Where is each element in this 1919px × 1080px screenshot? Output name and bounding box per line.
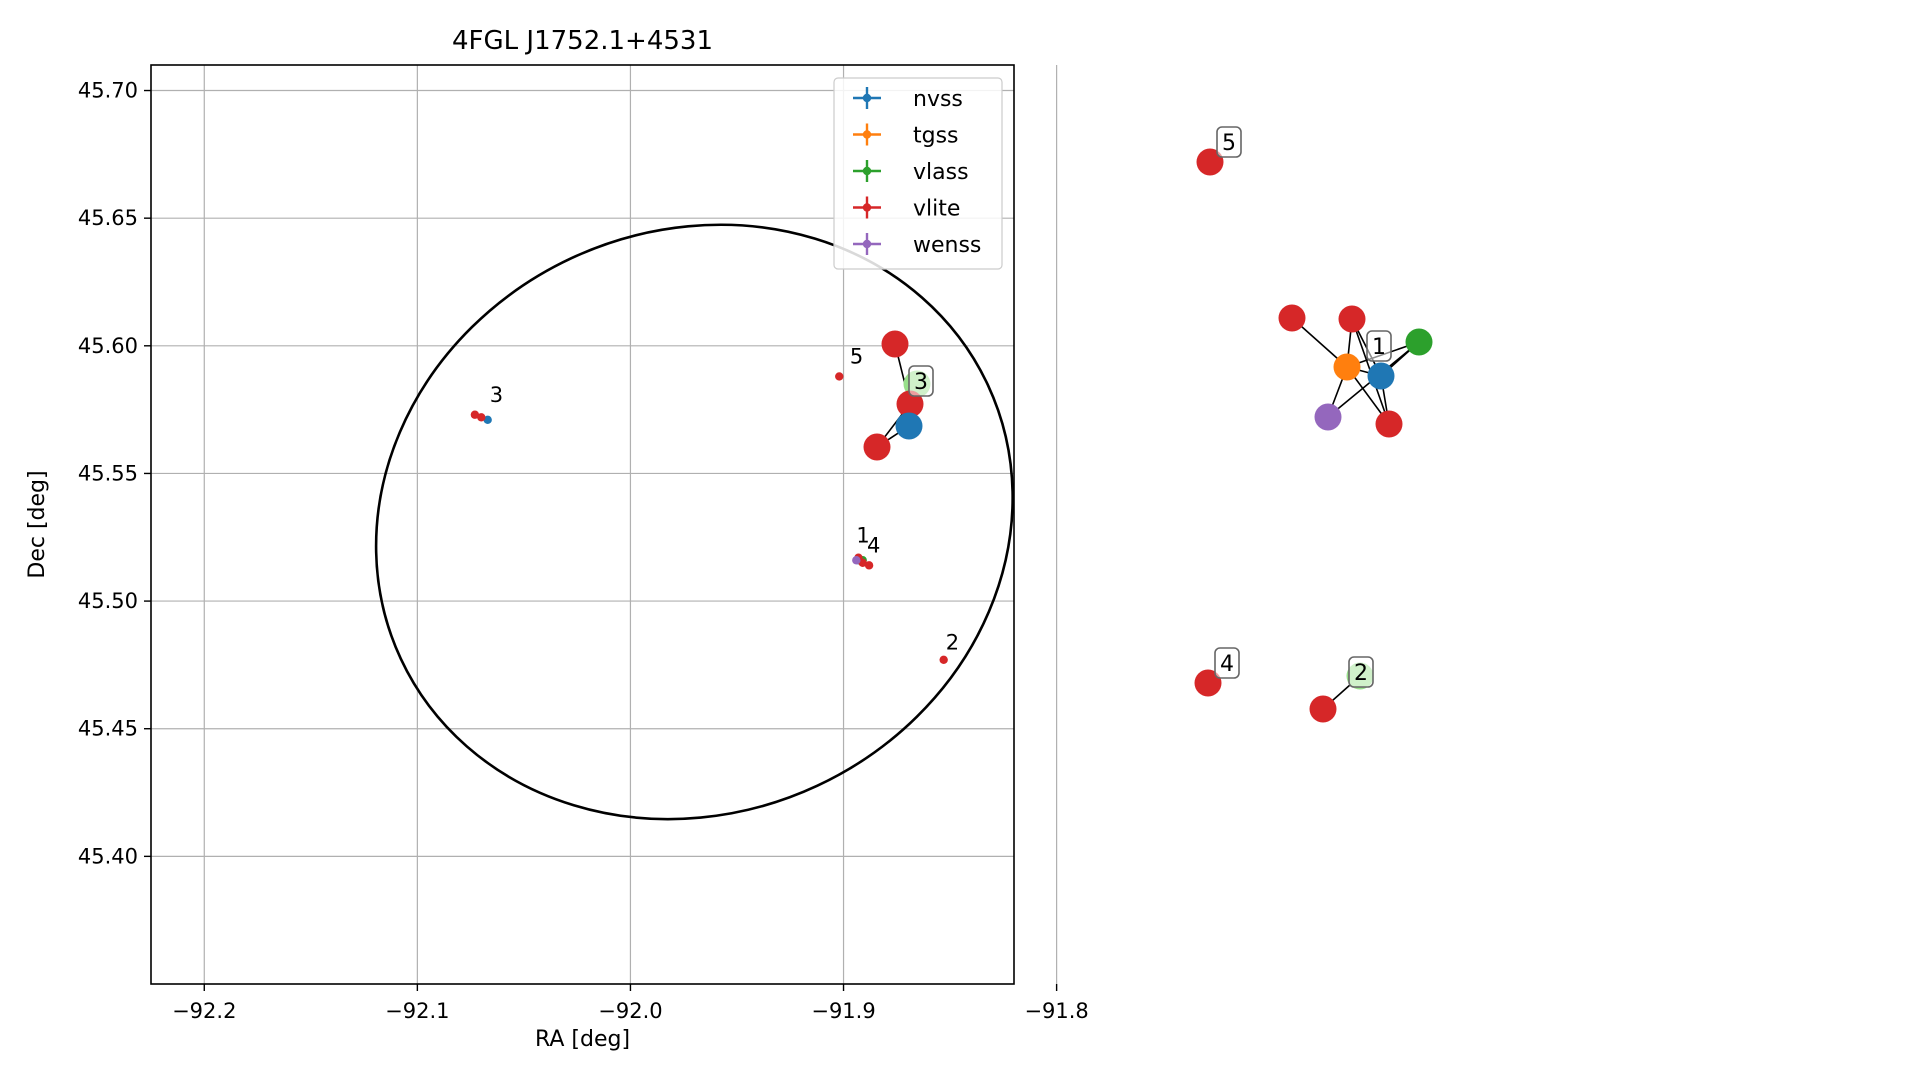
plot-frame: [150, 64, 1015, 985]
x-axis-ticks: −92.2 −92.1 −92.0 −91.9 −91.8: [172, 984, 1089, 1023]
y-tick-label: 45.40: [78, 844, 138, 868]
legend-marker-nvss-dot: [862, 93, 872, 103]
network-node: [1375, 410, 1403, 438]
network-label-text: 1: [1372, 335, 1386, 360]
network-label-box: [1214, 647, 1240, 679]
legend-marker-vlass-dot: [862, 166, 872, 176]
x-axis-label: RA [deg]: [535, 1027, 630, 1052]
network-node: [1405, 328, 1433, 356]
x-tick-label: −92.1: [385, 999, 449, 1023]
network-label-text: 3: [914, 370, 928, 395]
point-vlite: [939, 655, 948, 664]
point-vlite: [864, 561, 874, 570]
y-tick-label: 45.70: [78, 79, 138, 103]
legend-marker-wenss-dot: [862, 239, 872, 249]
network-node: [1314, 403, 1342, 431]
network-node: [1333, 353, 1361, 381]
y-tick-label: 45.50: [78, 589, 138, 613]
network-node: [896, 390, 924, 418]
network-node: [895, 412, 923, 440]
point-vlite: [477, 413, 486, 422]
network-label: 3: [908, 365, 934, 397]
legend-entry-nvss: nvss: [913, 87, 963, 112]
legend-marker-tgss-dot: [862, 130, 872, 139]
network-nodes: [863, 148, 1433, 723]
point-annotation: 3: [490, 383, 503, 407]
legend-entry-vlass: vlass: [913, 160, 969, 185]
network-node: [1367, 362, 1395, 390]
y-tick-label: 45.65: [78, 206, 138, 230]
point-vlite: [858, 558, 867, 567]
network-label: 1: [1366, 330, 1392, 362]
point-nvss: [483, 415, 492, 425]
legend: nvss tgss vlass vlite wenss: [833, 77, 1003, 270]
grid-lines: [151, 65, 1058, 984]
x-tick-label: −92.0: [598, 999, 662, 1023]
network-label: 5: [1216, 126, 1242, 158]
point-annotation: 4: [867, 534, 880, 558]
network-node: [1309, 695, 1337, 723]
y-axis-label: Dec [deg]: [25, 470, 50, 578]
network-node: [1278, 304, 1306, 332]
network-node: [863, 433, 891, 461]
point-vlite: [835, 372, 844, 381]
network-node: [1194, 669, 1222, 697]
network-label: 4: [1214, 647, 1240, 679]
network-label: 2: [1348, 656, 1374, 688]
network-label-text: 2: [1354, 661, 1368, 686]
x-tick-label: −91.8: [1024, 999, 1088, 1023]
legend-marker-vlite-dot: [862, 203, 872, 212]
network-label-text: 4: [1220, 652, 1234, 677]
network-label-box: [908, 365, 934, 397]
legend-entry-wenss: wenss: [913, 233, 981, 258]
network-node: [881, 330, 909, 358]
y-tick-label: 45.55: [78, 461, 138, 485]
network-label-text: 5: [1222, 131, 1236, 156]
y-tick-label: 45.60: [78, 334, 138, 358]
point-annotation: 1: [856, 523, 869, 547]
data-points: [470, 372, 948, 664]
network-label-box: [1366, 330, 1392, 362]
network-node: [1196, 148, 1224, 176]
legend-entry-vlite: vlite: [913, 197, 960, 222]
network-labels: 1 3 5 4 2: [908, 126, 1392, 688]
legend-entry-tgss: tgss: [913, 124, 959, 149]
network-label-box: [1216, 126, 1242, 158]
x-tick-label: −92.2: [172, 999, 236, 1023]
y-axis-ticks: 45.40 45.45 45.50 45.55 45.60 45.65 45.70: [78, 79, 151, 868]
localization-ellipse: [374, 223, 1014, 821]
network-node: [1338, 305, 1366, 333]
point-vlite: [470, 410, 480, 419]
y-tick-label: 45.45: [78, 717, 138, 741]
localization-ellipse-layer: [374, 223, 1014, 821]
network-graph-panel: 1 3 5 4 2: [863, 126, 1433, 723]
point-wenss: [852, 556, 861, 565]
point-annotations: 14 2 3 5: [490, 345, 959, 655]
network-label-box: [1348, 656, 1374, 688]
x-tick-label: −91.9: [811, 999, 875, 1023]
legend-box: [833, 77, 1003, 270]
point-annotation: 5: [850, 345, 863, 369]
point-annotation: 2: [946, 631, 959, 655]
chart-title: 4FGL J1752.1+4531: [452, 26, 713, 56]
